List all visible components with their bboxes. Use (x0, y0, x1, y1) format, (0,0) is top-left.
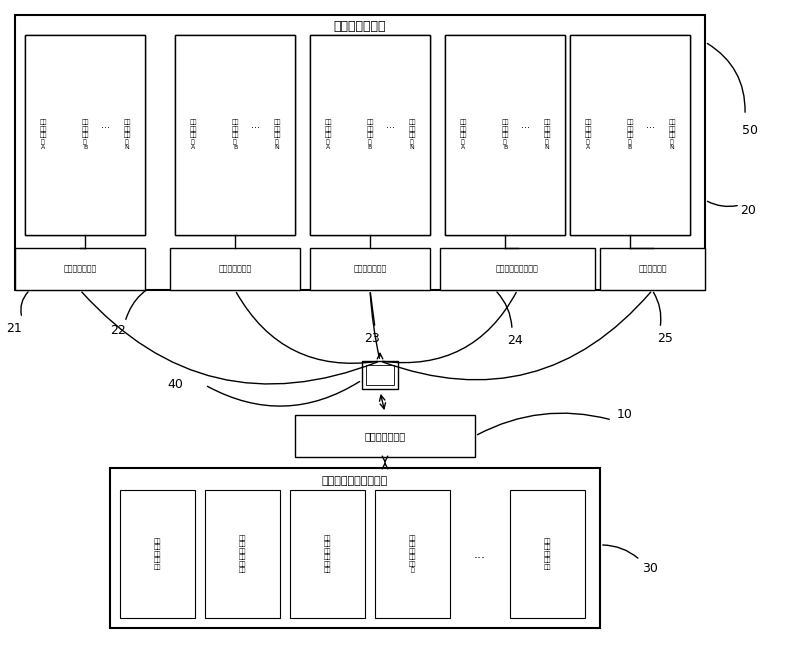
FancyArrowPatch shape (236, 293, 378, 363)
Text: 24: 24 (507, 333, 523, 346)
Text: ...: ... (386, 120, 395, 130)
Text: 无线
传感
器节
点
B: 无线 传感 器节 点 B (502, 120, 509, 151)
Text: ...: ... (251, 120, 260, 130)
Bar (290, 490, 365, 618)
Text: 30: 30 (642, 561, 658, 574)
Text: 无线
传感
器节
点
A: 无线 传感 器节 点 A (324, 120, 332, 151)
FancyArrowPatch shape (654, 293, 661, 325)
Bar (570, 35, 690, 235)
Bar (110, 468, 600, 628)
Text: 10: 10 (617, 408, 633, 421)
Bar (310, 35, 430, 235)
FancyArrowPatch shape (382, 293, 516, 362)
Text: 无线传感器设备: 无线传感器设备 (334, 21, 386, 34)
Bar (366, 365, 394, 385)
Text: 船舶上位机系统: 船舶上位机系统 (365, 431, 406, 441)
Bar (175, 35, 295, 235)
FancyArrowPatch shape (707, 202, 738, 207)
Text: 通讯设备监测区: 通讯设备监测区 (63, 264, 97, 273)
Text: 22: 22 (110, 324, 126, 337)
Bar (440, 248, 595, 290)
Bar (310, 35, 430, 235)
FancyArrowPatch shape (370, 293, 379, 359)
Text: 海图室监测区: 海图室监测区 (638, 264, 666, 273)
Text: 无线
传感
器节
点
A: 无线 传感 器节 点 A (584, 120, 592, 151)
Bar (120, 490, 195, 618)
Bar (600, 248, 705, 290)
Bar (205, 490, 280, 618)
FancyArrowPatch shape (126, 280, 167, 319)
Text: 21: 21 (6, 322, 22, 335)
Text: ...: ... (474, 548, 486, 561)
Text: 无线
传感
器节
点
N: 无线 传感 器节 点 N (274, 120, 281, 151)
Text: 40: 40 (167, 379, 183, 391)
FancyArrowPatch shape (21, 292, 28, 315)
FancyArrowPatch shape (370, 293, 374, 325)
Text: 无线
传感
器节
点
B: 无线 传感 器节 点 B (231, 120, 238, 151)
Text: 机舱
房间
预警
显示
接口: 机舱 房间 预警 显示 接口 (154, 538, 162, 570)
Bar (175, 35, 295, 235)
Bar (510, 490, 585, 618)
FancyArrowPatch shape (207, 382, 360, 406)
Text: 20: 20 (740, 203, 756, 216)
Text: 50: 50 (742, 123, 758, 136)
Text: ...: ... (521, 120, 530, 130)
Bar (445, 35, 565, 235)
Bar (25, 35, 145, 235)
Text: 餐厅
房间
预警
显示
系统: 餐厅 房间 预警 显示 系统 (544, 538, 551, 570)
FancyArrowPatch shape (478, 413, 610, 435)
Bar (375, 490, 450, 618)
Bar (570, 35, 690, 235)
Text: 轮机
长房
间预
警显
示系
统: 轮机 长房 间预 警显 示系 统 (409, 535, 416, 573)
FancyArrowPatch shape (707, 43, 745, 112)
Text: 无线
传感
器节
点
N: 无线 传感 器节 点 N (408, 120, 416, 151)
Text: 火警预警信息显示终端: 火警预警信息显示终端 (322, 476, 388, 486)
Text: 无线
传感
器节
点
N: 无线 传感 器节 点 N (123, 120, 130, 151)
FancyArrowPatch shape (602, 545, 638, 558)
Text: 通险报警设备监测区: 通险报警设备监测区 (496, 264, 539, 273)
Bar (170, 248, 300, 290)
Bar (310, 248, 430, 290)
Bar (15, 15, 705, 290)
Bar (445, 35, 565, 235)
FancyArrowPatch shape (497, 292, 512, 328)
Text: 船长
房间
预警
信息
显示
系统: 船长 房间 预警 信息 显示 系统 (324, 535, 331, 573)
Text: 无线
传感
器节
点
N: 无线 传感 器节 点 N (668, 120, 676, 151)
Text: ...: ... (646, 120, 655, 130)
FancyArrowPatch shape (82, 292, 378, 384)
FancyArrowPatch shape (382, 292, 650, 380)
Text: 无线
传感
器节
点
A: 无线 传感 器节 点 A (39, 120, 46, 151)
Text: 无线
传感
器节
点
B: 无线 传感 器节 点 B (366, 120, 374, 151)
Text: 导航设备监测区: 导航设备监测区 (218, 264, 252, 273)
Text: 无线
传感
器节
点
B: 无线 传感 器节 点 B (626, 120, 634, 151)
Text: 25: 25 (657, 331, 673, 344)
Text: 无线
传感
器节
点
A: 无线 传感 器节 点 A (190, 120, 197, 151)
Bar (362, 361, 398, 389)
Text: 大厨
房间
预警
信息
显示
系统: 大厨 房间 预警 信息 显示 系统 (238, 535, 246, 573)
Text: 23: 23 (364, 331, 380, 344)
Bar (15, 248, 145, 290)
Text: 无线
传感
器节
点
A: 无线 传感 器节 点 A (459, 120, 466, 151)
Bar (295, 415, 475, 457)
Bar (25, 35, 145, 235)
Text: 无线
传感
器节
点
B: 无线 传感 器节 点 B (82, 120, 89, 151)
Text: 气象设备监测区: 气象设备监测区 (354, 264, 386, 273)
Text: 无线
传感
器节
点
N: 无线 传感 器节 点 N (543, 120, 550, 151)
Text: ...: ... (101, 120, 110, 130)
